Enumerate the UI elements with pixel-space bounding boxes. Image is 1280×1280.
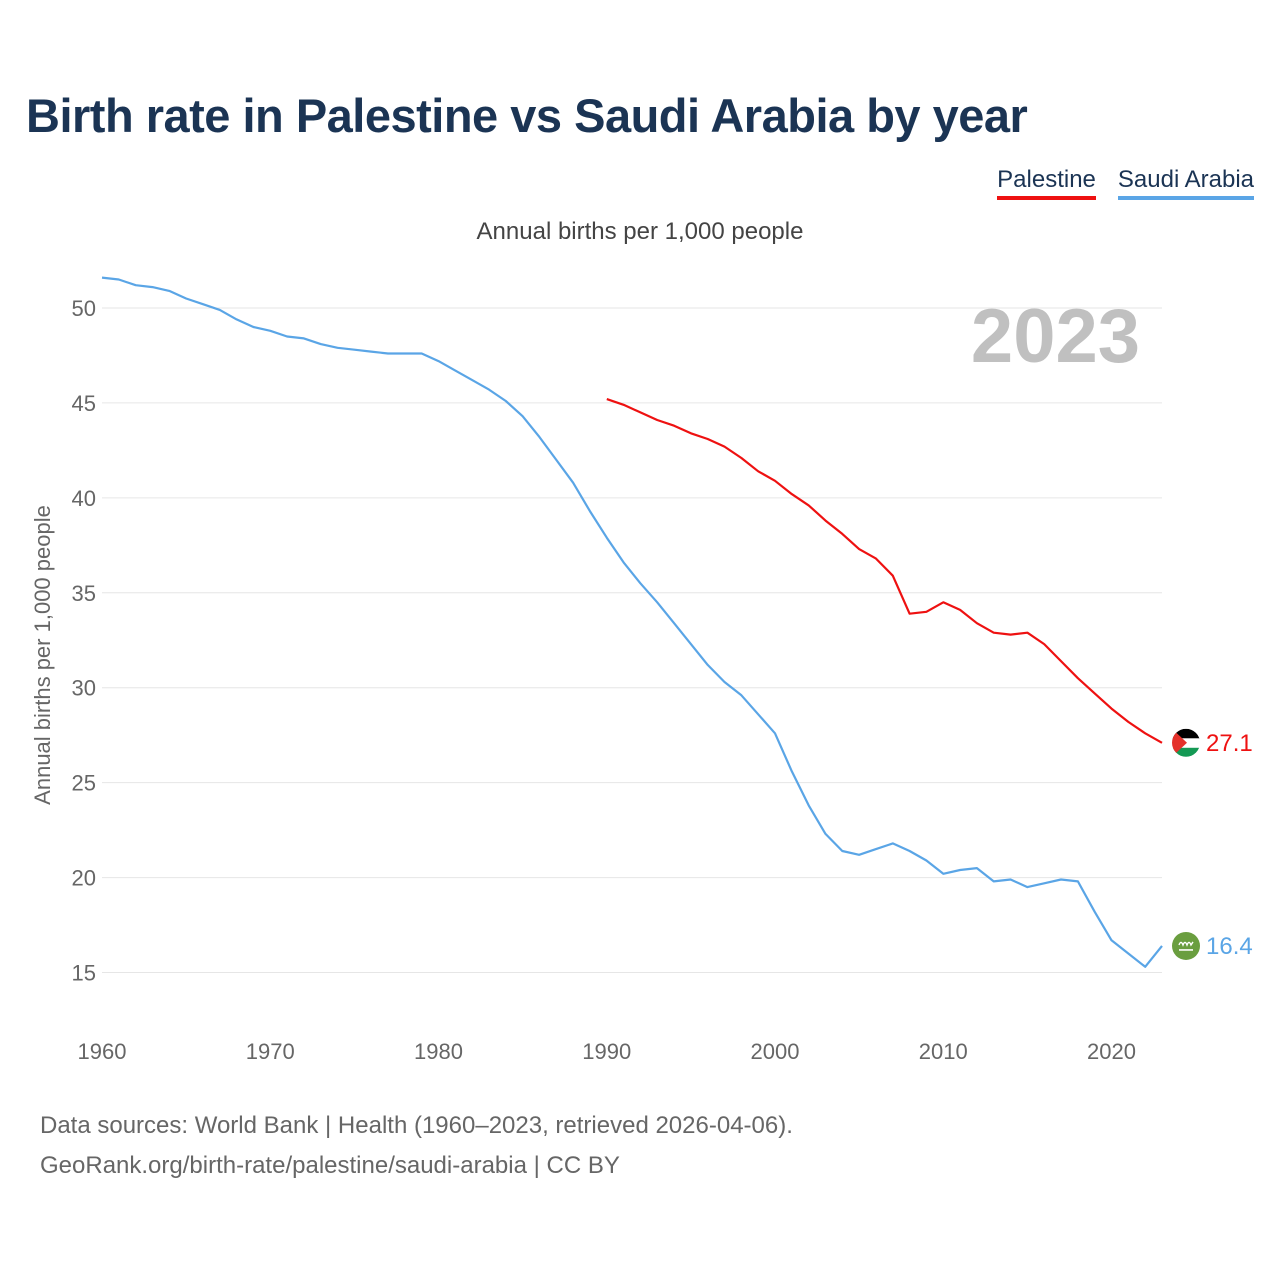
source-line-1: Data sources: World Bank | Health (1960–… bbox=[40, 1112, 793, 1139]
legend-item-palestine[interactable]: Palestine bbox=[997, 166, 1096, 200]
end-markers: 27.1 16.4 bbox=[1172, 728, 1253, 960]
x-tick-2020: 2020 bbox=[1087, 1039, 1136, 1064]
source-note: Data sources: World Bank | Health (1960–… bbox=[40, 1106, 793, 1186]
end-label-palestine: 27.1 bbox=[1206, 730, 1253, 757]
x-tick-2010: 2010 bbox=[919, 1039, 968, 1064]
y-tick-40: 40 bbox=[72, 486, 96, 511]
series-line-saudi bbox=[101, 276, 1163, 968]
legend-item-saudi-arabia[interactable]: Saudi Arabia bbox=[1117, 166, 1254, 200]
x-tick-1990: 1990 bbox=[582, 1039, 631, 1064]
x-tick-1980: 1980 bbox=[414, 1039, 463, 1064]
x-tick-2000: 2000 bbox=[751, 1039, 800, 1064]
y-tick-30: 30 bbox=[72, 676, 96, 701]
legend: Palestine Saudi Arabia bbox=[997, 166, 1254, 200]
x-axis-ticks: 1960 1970 1980 1990 2000 2010 2020 bbox=[78, 1039, 1136, 1064]
palestine-flag-icon bbox=[1172, 728, 1200, 757]
gridlines bbox=[102, 307, 1162, 974]
y-tick-35: 35 bbox=[72, 581, 96, 606]
x-tick-1960: 1960 bbox=[78, 1039, 127, 1064]
y-axis-label: Annual births per 1,000 people bbox=[30, 505, 55, 805]
y-tick-15: 15 bbox=[72, 961, 96, 986]
end-label-saudi: 16.4 bbox=[1206, 933, 1253, 960]
source-line-2[interactable]: GeoRank.org/birth-rate/palestine/saudi-a… bbox=[40, 1152, 620, 1179]
series-lines bbox=[101, 276, 1163, 968]
y-tick-20: 20 bbox=[72, 866, 96, 891]
y-axis-ticks: 15 20 25 30 35 40 45 50 bbox=[72, 296, 96, 986]
chart-title: Birth rate in Palestine vs Saudi Arabia … bbox=[26, 89, 1028, 142]
saudi-arabia-flag-icon bbox=[1172, 931, 1200, 960]
y-tick-45: 45 bbox=[72, 391, 96, 416]
year-display: 2023 bbox=[971, 294, 1140, 379]
chart-subtitle: Annual births per 1,000 people bbox=[476, 218, 804, 245]
x-tick-1970: 1970 bbox=[246, 1039, 295, 1064]
y-tick-25: 25 bbox=[72, 771, 96, 796]
y-tick-50: 50 bbox=[72, 296, 96, 321]
series-line-palestine bbox=[606, 398, 1163, 744]
